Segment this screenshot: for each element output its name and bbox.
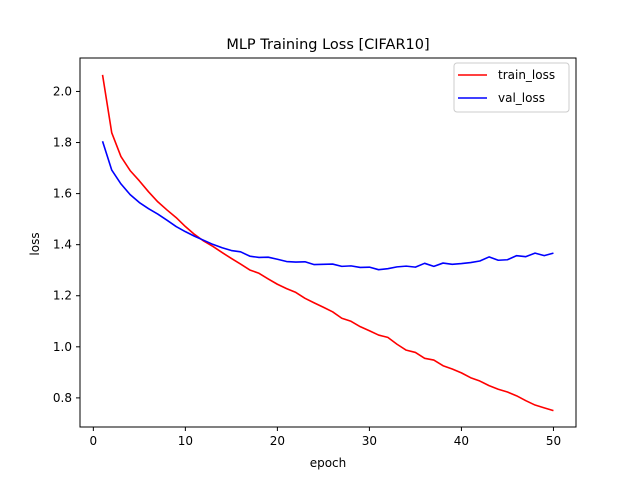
legend: train_loss val_loss xyxy=(453,62,570,113)
x-tick-label: 30 xyxy=(362,434,377,448)
y-axis-label: loss xyxy=(28,232,42,255)
y-tick-label: 1.8 xyxy=(53,136,72,150)
legend-label-train-loss: train_loss xyxy=(498,68,555,82)
plot-frame xyxy=(79,57,577,428)
y-tick-label: 0.8 xyxy=(53,391,72,405)
series-line-train-loss xyxy=(101,74,554,412)
x-tick-label: 40 xyxy=(454,434,469,448)
y-tick-label: 1.0 xyxy=(53,340,72,354)
y-tick-label: 1.6 xyxy=(53,187,72,201)
y-tick-label: 1.4 xyxy=(53,238,72,252)
chart-title: MLP Training Loss [CIFAR10] xyxy=(226,37,429,53)
x-tick-label: 20 xyxy=(270,434,285,448)
x-tick-label: 50 xyxy=(546,434,561,448)
x-tick-label: 10 xyxy=(178,434,193,448)
axes: 0 10 20 30 40 50 0.8 1.0 1.2 1.4 1.6 1.8 2.0 xyxy=(53,57,577,448)
y-tick-label: 1.2 xyxy=(53,289,72,303)
x-tick-label: 0 xyxy=(90,434,98,448)
y-tick-label: 2.0 xyxy=(53,84,72,98)
plot-area xyxy=(101,74,554,412)
x-axis-label: epoch xyxy=(310,456,347,470)
legend-label-val-loss: val_loss xyxy=(498,91,545,105)
series-line-val-loss xyxy=(101,141,554,271)
